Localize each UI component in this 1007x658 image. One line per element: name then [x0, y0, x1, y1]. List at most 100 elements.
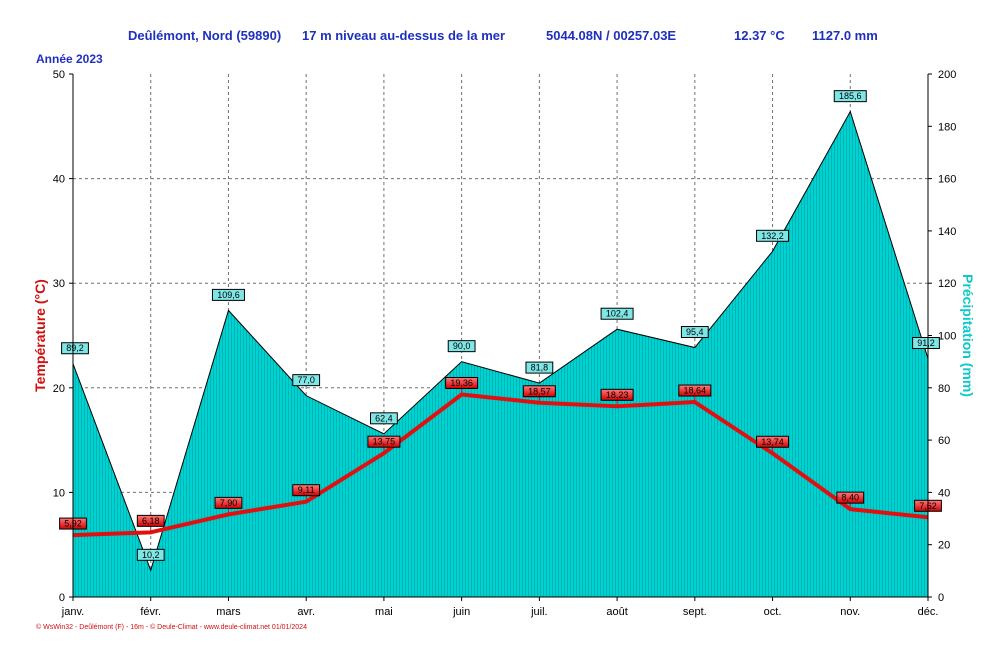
x-tick-label: janv. [61, 606, 84, 618]
x-tick-label: déc. [918, 606, 939, 618]
right-tick-label: 160 [938, 174, 956, 186]
station-altitude: 17 m niveau au-dessus de la mer [302, 28, 506, 43]
temperature-label: 8,40 [836, 491, 865, 504]
temperature-label: 18,57 [522, 385, 556, 398]
temperature-label-box [836, 491, 865, 504]
temperature-label-box [292, 484, 321, 497]
temperature-label-text: 9,11 [298, 485, 315, 495]
temperature-label-box [756, 435, 790, 448]
right-tick-label: 180 [938, 121, 956, 133]
precipitation-label-box [756, 229, 790, 242]
temperature-label-text: 13,74 [761, 437, 784, 447]
right-tick-label: 60 [938, 435, 950, 447]
precipitation-label-text: 102,4 [606, 309, 629, 319]
precipitation-label: 91,2 [912, 337, 940, 350]
x-tick-label: mai [375, 606, 393, 618]
precipitation-label: 102,4 [600, 307, 634, 320]
precipitation-label-text: 10,2 [142, 550, 160, 560]
temperature-label: 13,75 [367, 435, 401, 448]
y-axis-right-title: Précipitation (mm) [960, 274, 976, 397]
total-precipitation: 1127.0 mm [812, 28, 878, 43]
x-tick-label: mars [216, 606, 241, 618]
temperature-series-line [72, 392, 929, 538]
x-tick-label: avr. [297, 606, 315, 618]
temperature-label-box [367, 435, 401, 448]
temperature-label-box [600, 388, 634, 401]
precipitation-label-box [211, 288, 245, 301]
precipitation-label-text: 185,6 [839, 91, 862, 101]
x-tick-label: févr. [140, 606, 161, 618]
right-tick-label: 140 [938, 226, 956, 238]
right-tick-label: 120 [938, 278, 956, 290]
right-tick-label: 100 [938, 331, 956, 343]
precipitation-label-text: 81,8 [531, 363, 549, 373]
right-tick-label: 200 [938, 69, 956, 81]
precipitation-label: 62,4 [370, 412, 398, 425]
temperature-label-box [214, 496, 243, 509]
x-tick-label: juil. [530, 606, 548, 618]
temperature-label-text: 19,36 [450, 378, 473, 388]
x-tick-label: sept. [683, 606, 707, 618]
precipitation-label: 10,2 [136, 548, 165, 561]
precipitation-label-box [447, 340, 476, 353]
precipitation-label-box [600, 307, 634, 320]
precipitation-label: 109,6 [211, 288, 245, 301]
precipitation-label-text: 132,2 [761, 231, 784, 241]
temperature-label: 6,18 [136, 514, 165, 527]
mean-temperature: 12.37 °C [734, 28, 785, 43]
y-axis-left-title: Température (°C) [32, 279, 48, 392]
year-label: Année 2023 [36, 52, 103, 66]
right-tick-label: 40 [938, 487, 950, 499]
precipitation-label: 95,4 [680, 326, 709, 339]
temperature-label-box [136, 514, 165, 527]
x-tick-label: juin [452, 606, 470, 618]
temperature-label-text: 13,75 [373, 437, 396, 447]
temperature-label: 18,64 [678, 384, 712, 397]
x-tick-label: oct. [764, 606, 782, 618]
right-tick-label: 80 [938, 383, 950, 395]
precipitation-area [72, 110, 929, 597]
precipitation-label-box [292, 374, 321, 387]
temperature-label-text: 7,90 [220, 498, 238, 508]
precipitation-label-text: 91,2 [917, 338, 935, 348]
precipitation-label-box [680, 326, 709, 339]
temperature-label-text: 18,23 [606, 390, 629, 400]
temperature-label-text: 18,64 [684, 386, 707, 396]
precipitation-label: 89,2 [61, 342, 89, 355]
precipitation-label-text: 109,6 [217, 290, 240, 300]
temperature-label: 13,74 [756, 435, 790, 448]
left-tick-label: 20 [53, 383, 65, 395]
temperature-label-text: 8,40 [842, 493, 860, 503]
precipitation-label-box [525, 361, 554, 374]
precipitation-label-text: 62,4 [375, 413, 393, 423]
precipitation-label-text: 89,2 [66, 343, 84, 353]
precipitation-label-text: 77,0 [297, 375, 315, 385]
precipitation-label: 90,0 [447, 340, 476, 353]
precipitation-label-text: 90,0 [453, 341, 471, 351]
temperature-label: 19,36 [445, 376, 479, 389]
temperature-label-text: 18,57 [528, 386, 551, 396]
temperature-label-box [445, 376, 479, 389]
x-tick-label: nov. [840, 606, 860, 618]
temperature-label: 9,11 [292, 484, 321, 497]
right-tick-label: 0 [938, 592, 944, 604]
precipitation-label: 132,2 [756, 229, 790, 242]
station-coordinates: 5044.08N / 00257.03E [546, 28, 677, 43]
precipitation-label-box [136, 548, 165, 561]
left-tick-label: 50 [53, 69, 65, 81]
left-tick-label: 10 [53, 487, 65, 499]
temperature-label-text: 6,18 [142, 516, 160, 526]
precipitation-label-box [61, 342, 89, 355]
precipitation-label: 185,6 [833, 90, 867, 103]
precipitation-label-box [833, 90, 867, 103]
precipitation-label-box [912, 337, 940, 350]
temperature-label-box [678, 384, 712, 397]
temperature-label: 7,90 [214, 496, 243, 509]
precipitation-label: 77,0 [292, 374, 321, 387]
temperature-label: 18,23 [600, 388, 634, 401]
right-tick-label: 20 [938, 540, 950, 552]
left-tick-label: 0 [59, 592, 65, 604]
precipitation-label: 81,8 [525, 361, 554, 374]
station-name: Deûlémont, Nord (59890) [128, 28, 282, 43]
